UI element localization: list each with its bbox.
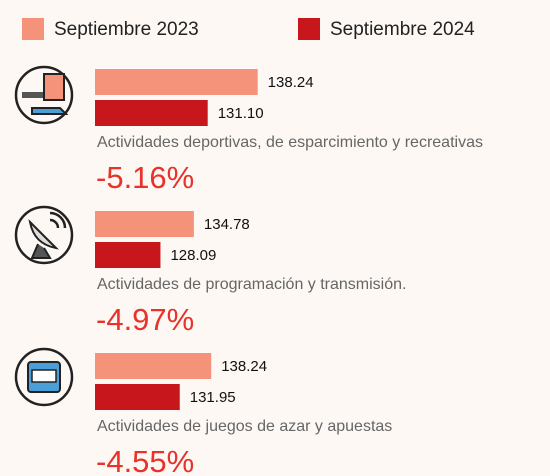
shoe bbox=[31, 107, 69, 115]
value-label: 138.24 bbox=[268, 74, 314, 91]
bar bbox=[95, 100, 208, 126]
legend-swatch bbox=[298, 18, 320, 40]
category-label: Actividades de juegos de azar y apuestas bbox=[97, 418, 392, 435]
stand bbox=[30, 243, 52, 259]
legend-label: Septiembre 2024 bbox=[330, 19, 475, 40]
value-label: 131.10 bbox=[218, 105, 264, 122]
dumbbell bbox=[22, 92, 48, 98]
change-label: -4.55% bbox=[96, 444, 194, 476]
reels bbox=[31, 369, 57, 383]
change-label: -4.97% bbox=[96, 302, 194, 337]
shirt bbox=[43, 73, 65, 101]
bar bbox=[95, 242, 161, 268]
slot-icon bbox=[14, 347, 74, 407]
bar bbox=[95, 211, 194, 237]
waves bbox=[49, 211, 67, 229]
legend-swatch bbox=[22, 18, 44, 40]
value-label: 138.24 bbox=[221, 358, 267, 375]
category-label: Actividades de programación y transmisió… bbox=[97, 276, 406, 293]
value-label: 134.78 bbox=[204, 216, 250, 233]
value-label: 131.95 bbox=[190, 389, 236, 406]
legend-label: Septiembre 2023 bbox=[54, 19, 199, 40]
bar bbox=[95, 69, 258, 95]
change-label: -5.16% bbox=[96, 160, 194, 195]
dish bbox=[28, 219, 59, 250]
value-label: 128.09 bbox=[170, 247, 216, 264]
bar bbox=[95, 353, 212, 379]
category-label: Actividades deportivas, de esparcimiento… bbox=[97, 134, 483, 151]
sports-icon bbox=[14, 65, 74, 125]
antenna-icon bbox=[14, 205, 74, 265]
bar bbox=[95, 384, 180, 410]
icons bbox=[14, 65, 74, 407]
